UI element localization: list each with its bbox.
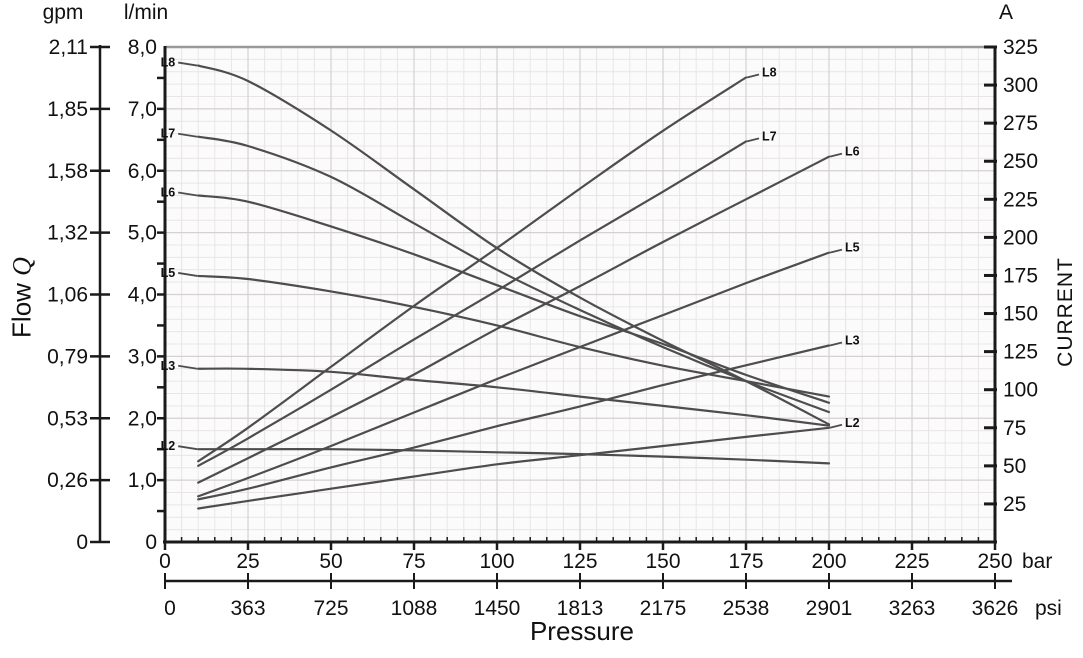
- curve-flow-L5: [197, 274, 831, 398]
- svg-text:1,85: 1,85: [47, 98, 88, 121]
- svg-text:175: 175: [1003, 264, 1038, 287]
- grid: [165, 47, 995, 542]
- curve-flow-L7: [197, 135, 831, 414]
- svg-text:0,26: 0,26: [47, 469, 88, 492]
- svg-text:L7: L7: [161, 127, 176, 141]
- svg-text:1,58: 1,58: [47, 160, 88, 183]
- svg-text:0: 0: [145, 531, 157, 554]
- flow-edge-ticks: [157, 76, 165, 513]
- svg-text:1088: 1088: [391, 597, 438, 620]
- svg-text:7,0: 7,0: [128, 98, 157, 121]
- svg-text:L3: L3: [161, 359, 176, 373]
- svg-text:150: 150: [645, 550, 680, 573]
- svg-text:3626: 3626: [972, 597, 1019, 620]
- svg-text:L5: L5: [161, 266, 176, 280]
- svg-text:25: 25: [1003, 493, 1026, 516]
- curve-current-L8: [197, 76, 748, 463]
- svg-text:250: 250: [977, 550, 1012, 573]
- svg-text:6,0: 6,0: [128, 160, 157, 183]
- svg-text:75: 75: [1003, 417, 1026, 440]
- svg-text:25: 25: [236, 550, 259, 573]
- bar-axis-labels: 0 25 50 75 100 125 150 175 200 225 250: [159, 550, 1012, 573]
- svg-text:100: 100: [1003, 379, 1038, 402]
- svg-text:L6: L6: [161, 186, 176, 200]
- svg-text:2,0: 2,0: [128, 407, 157, 430]
- current-edge-ticks: [984, 45, 997, 506]
- svg-text:L8: L8: [762, 65, 777, 79]
- curve-current-L5: [197, 251, 831, 498]
- svg-text:L3: L3: [845, 334, 860, 348]
- svg-text:200: 200: [1003, 226, 1038, 249]
- svg-text:100: 100: [479, 550, 514, 573]
- svg-text:L5: L5: [845, 241, 860, 255]
- svg-text:3,0: 3,0: [128, 345, 157, 368]
- svg-text:3263: 3263: [889, 597, 936, 620]
- flow-lmin-unit-label: l/min: [123, 1, 169, 24]
- svg-text:L7: L7: [762, 129, 777, 143]
- curve-flow-L6: [197, 194, 831, 404]
- pressure-axis-title: Pressure: [529, 616, 635, 646]
- flow-axis-title-word: Flow: [6, 283, 37, 338]
- pressure-edge-ticks: [163, 537, 997, 550]
- svg-text:1,06: 1,06: [47, 284, 88, 307]
- svg-text:2,11: 2,11: [49, 36, 88, 59]
- svg-text:1,0: 1,0: [128, 469, 157, 492]
- svg-text:L6: L6: [845, 145, 860, 159]
- svg-text:0,53: 0,53: [47, 407, 88, 430]
- svg-text:8,0: 8,0: [128, 36, 157, 59]
- svg-text:L2: L2: [161, 439, 176, 453]
- flow-dual-axis: 2,11 8,0 1,85 7,0 1,58 6,0 1,32 5,0 1,06 4,0 0,79 3…: [47, 36, 157, 554]
- current-axis-labels: 325 300 275 250 225 200 175 150 125 100 75 50 25: [1003, 36, 1038, 516]
- svg-text:0: 0: [164, 597, 176, 620]
- curve-flow-L3: [197, 367, 831, 427]
- curve-current-L6: [197, 155, 831, 484]
- svg-text:0: 0: [159, 550, 171, 573]
- svg-text:250: 250: [1003, 150, 1038, 173]
- svg-text:4,0: 4,0: [128, 284, 157, 307]
- svg-text:75: 75: [402, 550, 425, 573]
- svg-text:50: 50: [1003, 455, 1026, 478]
- flow-axis-title-symbol: Q: [7, 257, 37, 276]
- svg-text:200: 200: [811, 550, 846, 573]
- svg-text:2175: 2175: [640, 597, 687, 620]
- svg-text:1813: 1813: [557, 597, 604, 620]
- psi-axis: 0 363 725 1088 1450 1813 2175 2538 2901 3263 3626: [164, 573, 1018, 620]
- svg-text:1,32: 1,32: [47, 222, 88, 245]
- svg-text:150: 150: [1003, 303, 1038, 326]
- svg-text:50: 50: [319, 550, 342, 573]
- current: L8 L7 L6 L5 L3 L2: [197, 65, 860, 510]
- svg-text:225: 225: [894, 550, 929, 573]
- current-axis-title: CURRENT: [1054, 257, 1077, 367]
- current-amps-unit-label: A: [998, 1, 1013, 24]
- svg-text:300: 300: [1003, 74, 1038, 97]
- svg-text:125: 125: [562, 550, 597, 573]
- svg-text:L2: L2: [845, 416, 860, 430]
- curve-flow-L2: [197, 448, 831, 465]
- svg-text:725: 725: [313, 597, 348, 620]
- svg-text:2538: 2538: [723, 597, 770, 620]
- svg-text:125: 125: [1003, 341, 1038, 364]
- svg-text:1450: 1450: [474, 597, 521, 620]
- curve-current-L3: [197, 344, 831, 501]
- curve-current-L2: [197, 426, 831, 510]
- svg-text:363: 363: [230, 597, 265, 620]
- curve-current-L7: [197, 140, 748, 467]
- pressure-psi-unit-label: psi: [1035, 597, 1062, 620]
- svg-text:175: 175: [728, 550, 763, 573]
- svg-text:2901: 2901: [806, 597, 853, 620]
- svg-text:5,0: 5,0: [128, 222, 157, 245]
- svg-text:225: 225: [1003, 188, 1038, 211]
- flow-gpm-unit-label: gpm: [42, 1, 84, 24]
- svg-text:325: 325: [1003, 36, 1038, 59]
- pressure-bar-unit-label: bar: [1022, 550, 1053, 573]
- svg-text:L8: L8: [161, 56, 176, 70]
- flow: L8 L7 L6 L5 L3 L2: [161, 56, 831, 465]
- svg-text:0,79: 0,79: [47, 345, 88, 368]
- svg-text:275: 275: [1003, 112, 1038, 135]
- svg-text:0: 0: [76, 531, 88, 554]
- flow-axis-title: Flow Q: [7, 238, 38, 358]
